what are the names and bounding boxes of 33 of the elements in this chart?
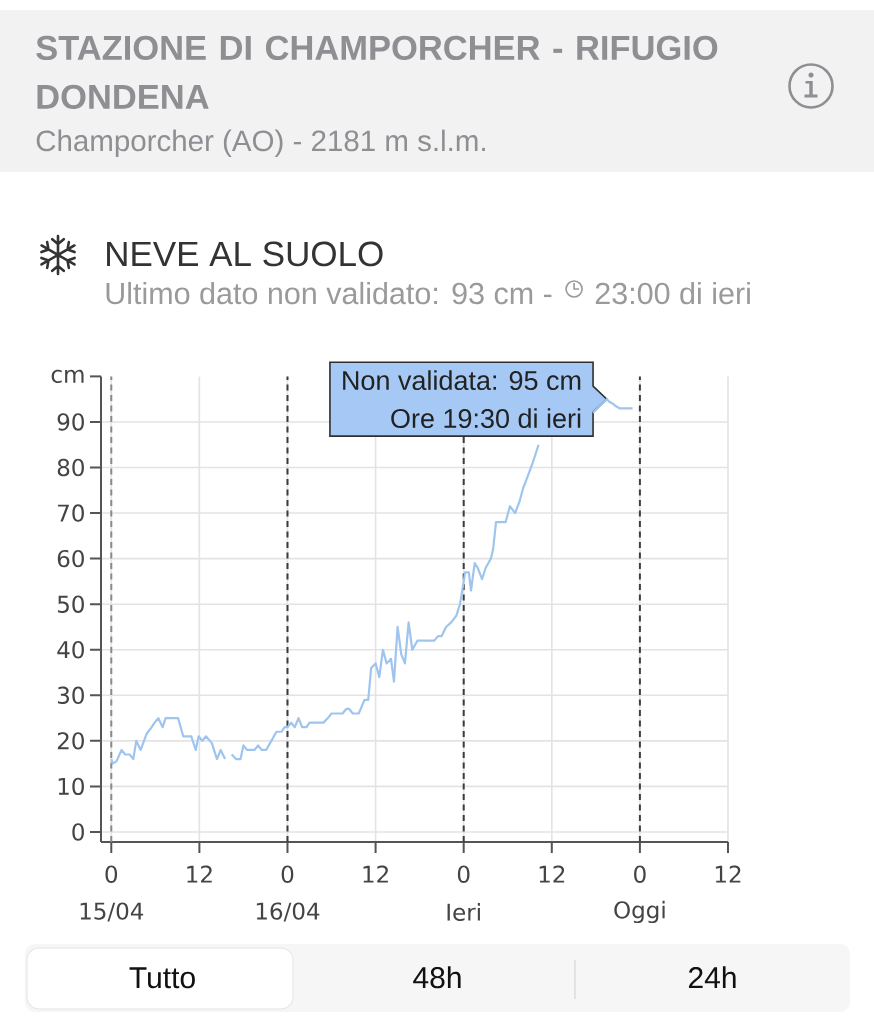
text: 24h xyxy=(688,966,736,988)
y-tick-label: 60 xyxy=(57,549,84,568)
annotation: Ore 19:30 di ieri xyxy=(391,408,581,429)
ref-line-label: Ieri xyxy=(447,903,480,921)
x-tick-label: 12 xyxy=(539,865,565,883)
text: NEVE AL SUOLO xyxy=(107,241,383,267)
x-tick-label: 0 xyxy=(105,865,118,883)
text: 48h xyxy=(413,966,461,989)
x-tick-label: 12 xyxy=(363,865,388,883)
y-tick-label: 20 xyxy=(57,732,84,750)
y-tick-label: 90 xyxy=(57,413,84,431)
y-tick-label: 50 xyxy=(57,595,84,613)
chart-title: STAZIONE DI CHAMPORCHER - RIFUGIO DONDENA xyxy=(36,35,718,110)
x-tick-label: 0 xyxy=(634,865,646,883)
x-tick-label: 12 xyxy=(715,865,741,883)
y-tick-label: 0 xyxy=(72,823,84,841)
chart-subtitle: Champorcher (AO) - 2181 m s.l.m. xyxy=(36,129,485,158)
text: Ultimo dato non validato: 93 cm - xyxy=(106,281,552,305)
ref-line-label: 16/04 xyxy=(256,902,320,922)
x-tick-label: 0 xyxy=(457,865,470,883)
text: 23:00 di ieri xyxy=(595,281,750,305)
y-tick-label: 80 xyxy=(57,458,84,477)
text: Tutto xyxy=(129,967,195,989)
y-tick-label: 70 xyxy=(58,504,84,522)
y-tick-label: cm xyxy=(51,369,84,383)
ref-line-label: 15/04 xyxy=(80,902,144,922)
x-tick-label: 0 xyxy=(281,865,294,883)
y-tick-label: 40 xyxy=(57,641,84,659)
y-tick-label: 10 xyxy=(58,777,84,796)
y-tick-label: 30 xyxy=(57,686,84,704)
x-tick-label: 12 xyxy=(187,865,212,883)
annotation: Non validata: 95 cm xyxy=(343,370,581,391)
ref-line-label: Oggi xyxy=(614,900,665,924)
